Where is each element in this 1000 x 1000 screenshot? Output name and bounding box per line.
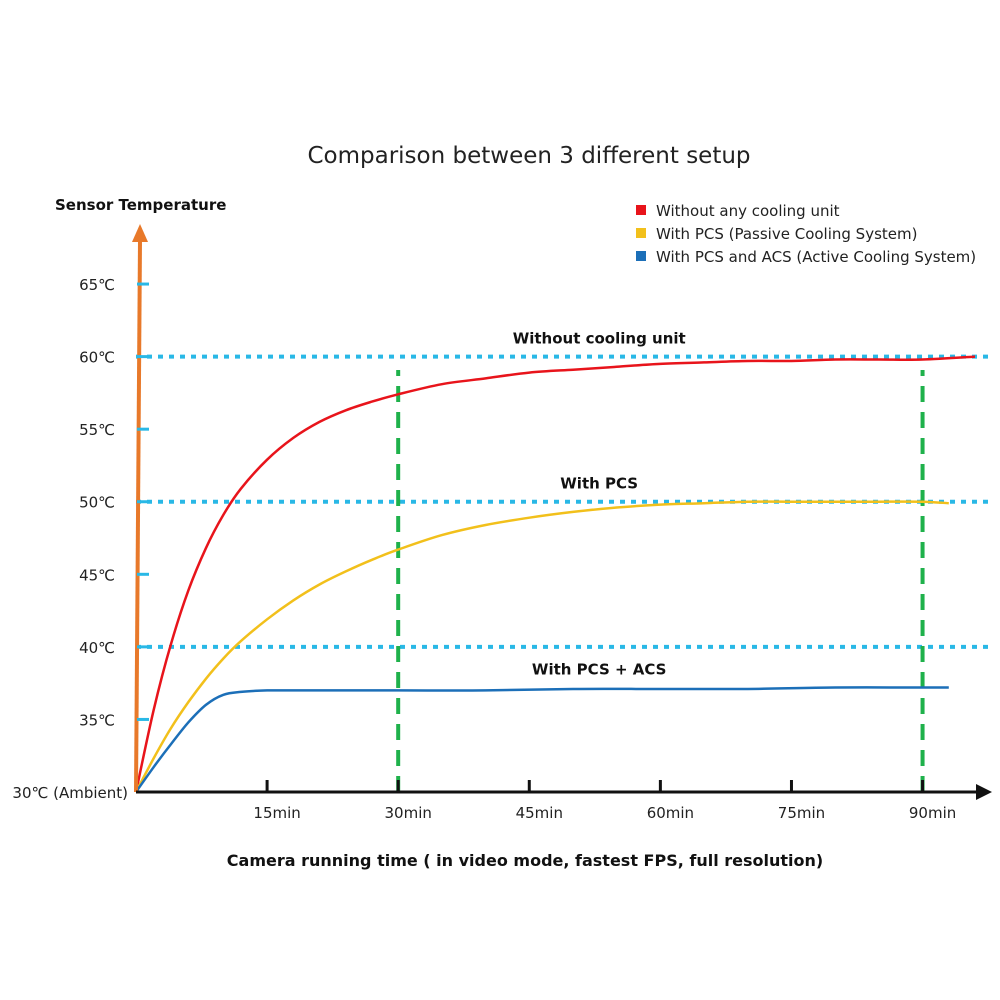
legend-label: With PCS (Passive Cooling System) (656, 225, 917, 243)
y-tick-label: 65℃ (79, 276, 115, 294)
x-axis-arrowhead (976, 784, 992, 800)
y-axis-title: Sensor Temperature (55, 196, 226, 214)
axes (132, 224, 992, 800)
reference-lines (136, 354, 992, 792)
annotations: Without cooling unit With PCS With PCS + A… (513, 330, 686, 679)
x-tick-label: 60min (647, 804, 694, 822)
y-tick-label: 30℃ (Ambient) (12, 784, 128, 802)
y-tick-label: 55℃ (79, 421, 115, 439)
annotation-label: With PCS (560, 475, 638, 493)
series-line-0 (134, 355, 976, 793)
x-tick-label: 90min (909, 804, 956, 822)
chart-title: Comparison between 3 different setup (307, 143, 750, 169)
y-tick-label: 35℃ (79, 711, 115, 729)
legend-swatch (636, 205, 646, 215)
series-lines (134, 355, 976, 793)
series-line-2 (134, 686, 949, 793)
x-ticks: 15min 30min 45min 60min 75min 90min (253, 780, 956, 822)
x-tick-label: 30min (385, 804, 432, 822)
y-axis-line (134, 239, 142, 793)
legend-swatch (636, 251, 646, 261)
y-ticks: 30℃ (Ambient) 35℃ 40℃ 45℃ 50℃ 55℃ 60℃ 65℃ (12, 276, 149, 802)
y-tick-label: 60℃ (79, 349, 115, 367)
legend-swatch (636, 228, 646, 238)
y-tick-label: 40℃ (79, 639, 115, 657)
y-tick-label: 45℃ (79, 566, 115, 584)
y-tick-label: 50℃ (79, 494, 115, 512)
x-tick-label: 15min (253, 804, 300, 822)
legend-label: With PCS and ACS (Active Cooling System) (656, 248, 976, 266)
series-line-1 (134, 500, 949, 793)
legend: Without any cooling unit With PCS (Passiv… (636, 202, 976, 266)
annotation-label: With PCS + ACS (532, 660, 667, 678)
x-tick-label: 75min (778, 804, 825, 822)
legend-label: Without any cooling unit (656, 202, 840, 220)
annotation-label: Without cooling unit (513, 330, 686, 348)
x-axis-title: Camera running time ( in video mode, fas… (227, 851, 823, 870)
y-axis-arrowhead (132, 224, 148, 242)
x-tick-label: 45min (516, 804, 563, 822)
